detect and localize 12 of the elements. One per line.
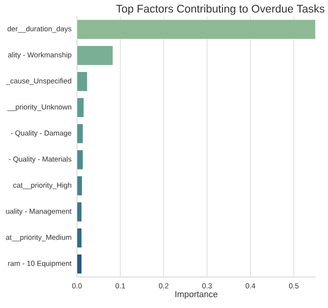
bar [76, 254, 82, 274]
bar [76, 228, 82, 248]
bar [76, 98, 84, 118]
bar [76, 46, 114, 66]
bar [76, 124, 84, 144]
chart-title: Top Factors Contributing to Overdue Tasks [116, 4, 324, 15]
bar [76, 150, 84, 170]
bar [76, 202, 82, 222]
bar [76, 72, 88, 92]
bar [76, 176, 82, 196]
bar [76, 19, 316, 40]
x-axis-title: Importance [175, 291, 218, 299]
